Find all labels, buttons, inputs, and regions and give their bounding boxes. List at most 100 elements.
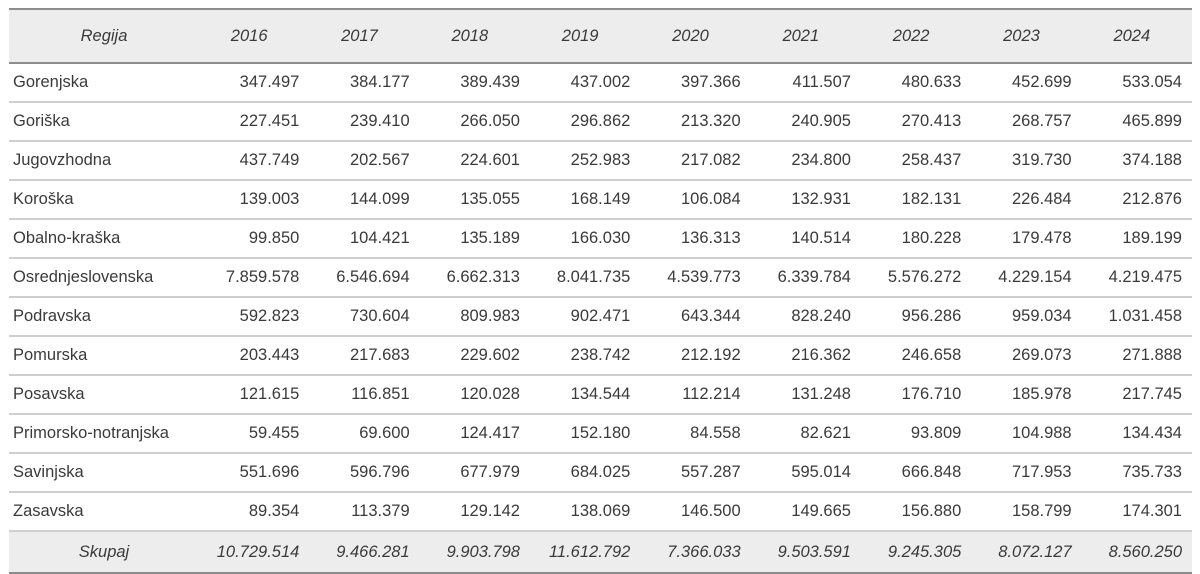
value-cell: 252.983 bbox=[529, 141, 641, 181]
value-cell: 677.979 bbox=[419, 453, 530, 493]
value-cell: 112.214 bbox=[640, 375, 751, 415]
table-header: Regija 2016 2017 2018 2019 2020 2021 2022 2023 20… bbox=[9, 8, 1192, 64]
column-header-year: 2021 bbox=[750, 8, 861, 64]
value-cell: 480.633 bbox=[860, 63, 972, 103]
value-cell: 828.240 bbox=[750, 297, 861, 337]
value-cell: 136.313 bbox=[640, 219, 751, 259]
value-cell: 227.451 bbox=[199, 102, 310, 142]
value-cell: 437.749 bbox=[199, 141, 310, 181]
value-cell: 99.850 bbox=[199, 219, 310, 259]
table-row: Osrednjeslovenska 7.859.578 6.546.694 6.662… bbox=[9, 258, 1192, 298]
region-name-cell: Posavska bbox=[9, 375, 199, 415]
value-cell: 411.507 bbox=[750, 63, 861, 103]
value-cell: 465.899 bbox=[1081, 102, 1192, 142]
value-cell: 271.888 bbox=[1081, 336, 1192, 376]
value-cell: 156.880 bbox=[860, 492, 972, 532]
value-cell: 229.602 bbox=[419, 336, 530, 376]
value-cell: 269.073 bbox=[971, 336, 1082, 376]
value-cell: 6.662.313 bbox=[419, 258, 530, 298]
table-row: Koroška 139.003 144.099 135.055 168.149 106.0… bbox=[9, 180, 1192, 220]
column-header-region: Regija bbox=[9, 8, 199, 64]
value-cell: 166.030 bbox=[529, 219, 641, 259]
region-name-cell: Osrednjeslovenska bbox=[9, 258, 199, 298]
header-row: Regija 2016 2017 2018 2019 2020 2021 2022 2023 20… bbox=[9, 8, 1192, 64]
region-name-cell: Podravska bbox=[9, 297, 199, 337]
value-cell: 4.219.475 bbox=[1081, 258, 1192, 298]
table-body: Gorenjska 347.497 384.177 389.439 437.002 397… bbox=[9, 63, 1192, 532]
table-row: Pomurska 203.443 217.683 229.602 238.742 212.… bbox=[9, 336, 1192, 376]
table-row: Zasavska 89.354 113.379 129.142 138.069 146.5… bbox=[9, 492, 1192, 532]
value-cell: 437.002 bbox=[529, 63, 641, 103]
value-cell: 176.710 bbox=[860, 375, 972, 415]
value-cell: 551.696 bbox=[199, 453, 310, 493]
value-cell: 69.600 bbox=[309, 414, 420, 454]
value-cell: 6.339.784 bbox=[750, 258, 861, 298]
table-row: Obalno-kraška 99.850 104.421 135.189 166.030… bbox=[9, 219, 1192, 259]
value-cell: 213.320 bbox=[640, 102, 751, 142]
total-value-cell: 10.729.514 bbox=[199, 530, 310, 574]
value-cell: 140.514 bbox=[750, 219, 861, 259]
region-name-cell: Gorenjska bbox=[9, 63, 199, 103]
value-cell: 240.905 bbox=[750, 102, 861, 142]
column-header-year: 2020 bbox=[640, 8, 751, 64]
value-cell: 226.484 bbox=[971, 180, 1082, 220]
value-cell: 595.014 bbox=[750, 453, 861, 493]
value-cell: 217.745 bbox=[1081, 375, 1192, 415]
value-cell: 104.421 bbox=[309, 219, 420, 259]
value-cell: 212.192 bbox=[640, 336, 751, 376]
value-cell: 397.366 bbox=[640, 63, 751, 103]
value-cell: 389.439 bbox=[419, 63, 530, 103]
value-cell: 224.601 bbox=[419, 141, 530, 181]
value-cell: 174.301 bbox=[1081, 492, 1192, 532]
value-cell: 189.199 bbox=[1081, 219, 1192, 259]
value-cell: 106.084 bbox=[640, 180, 751, 220]
value-cell: 730.604 bbox=[309, 297, 420, 337]
value-cell: 120.028 bbox=[419, 375, 530, 415]
value-cell: 113.379 bbox=[309, 492, 420, 532]
value-cell: 89.354 bbox=[199, 492, 310, 532]
total-value-cell: 8.072.127 bbox=[971, 530, 1082, 574]
value-cell: 374.188 bbox=[1081, 141, 1192, 181]
value-cell: 557.287 bbox=[640, 453, 751, 493]
value-cell: 246.658 bbox=[860, 336, 972, 376]
value-cell: 347.497 bbox=[199, 63, 310, 103]
table-row: Podravska 592.823 730.604 809.983 902.471 643… bbox=[9, 297, 1192, 337]
total-value-cell: 11.612.792 bbox=[529, 530, 641, 574]
total-value-cell: 9.466.281 bbox=[309, 530, 420, 574]
value-cell: 93.809 bbox=[860, 414, 972, 454]
value-cell: 84.558 bbox=[640, 414, 751, 454]
value-cell: 666.848 bbox=[860, 453, 972, 493]
value-cell: 216.362 bbox=[750, 336, 861, 376]
column-header-year: 2017 bbox=[309, 8, 420, 64]
value-cell: 319.730 bbox=[971, 141, 1082, 181]
value-cell: 533.054 bbox=[1081, 63, 1192, 103]
value-cell: 902.471 bbox=[529, 297, 641, 337]
value-cell: 596.796 bbox=[309, 453, 420, 493]
total-value-cell: 7.366.033 bbox=[640, 530, 751, 574]
value-cell: 4.539.773 bbox=[640, 258, 751, 298]
value-cell: 116.851 bbox=[309, 375, 420, 415]
value-cell: 212.876 bbox=[1081, 180, 1192, 220]
column-header-year: 2022 bbox=[860, 8, 972, 64]
table-row: Primorsko-notranjska 59.455 69.600 124.417 1… bbox=[9, 414, 1192, 454]
total-value-cell: 8.560.250 bbox=[1081, 530, 1192, 574]
region-name-cell: Pomurska bbox=[9, 336, 199, 376]
value-cell: 809.983 bbox=[419, 297, 530, 337]
value-cell: 684.025 bbox=[529, 453, 641, 493]
value-cell: 144.099 bbox=[309, 180, 420, 220]
value-cell: 134.544 bbox=[529, 375, 641, 415]
value-cell: 121.615 bbox=[199, 375, 310, 415]
value-cell: 8.041.735 bbox=[529, 258, 641, 298]
region-name-cell: Jugovzhodna bbox=[9, 141, 199, 181]
table-row: Posavska 121.615 116.851 120.028 134.544 112.… bbox=[9, 375, 1192, 415]
value-cell: 152.180 bbox=[529, 414, 641, 454]
value-cell: 202.567 bbox=[309, 141, 420, 181]
table-row: Savinjska 551.696 596.796 677.979 684.025 557… bbox=[9, 453, 1192, 493]
value-cell: 158.799 bbox=[971, 492, 1082, 532]
value-cell: 258.437 bbox=[860, 141, 972, 181]
region-name-cell: Primorsko-notranjska bbox=[9, 414, 199, 454]
value-cell: 592.823 bbox=[199, 297, 310, 337]
total-value-cell: 9.903.798 bbox=[419, 530, 530, 574]
column-header-year: 2016 bbox=[199, 8, 310, 64]
value-cell: 124.417 bbox=[419, 414, 530, 454]
